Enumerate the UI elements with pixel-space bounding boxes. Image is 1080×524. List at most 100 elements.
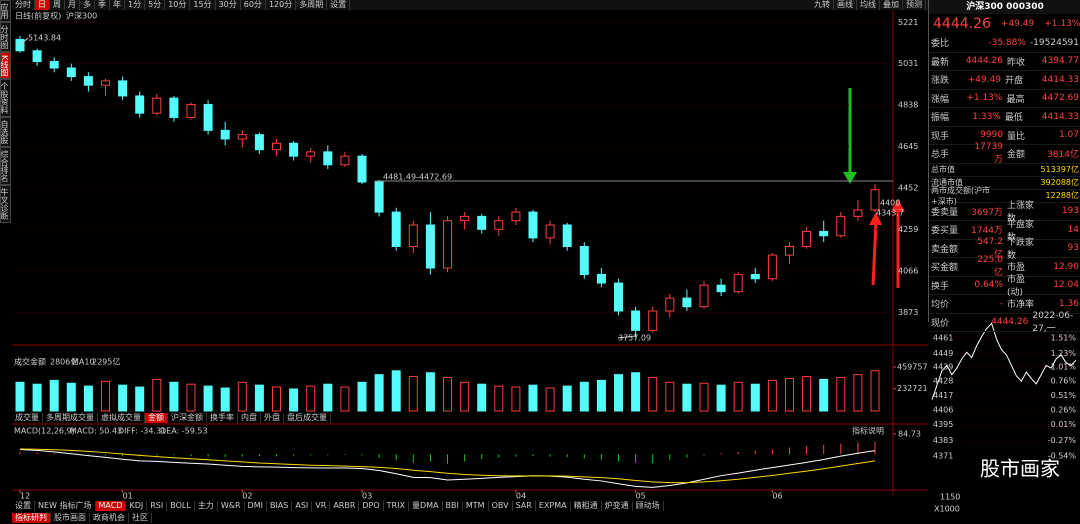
tab[interactable]: BBI (443, 501, 463, 511)
y-tick-label: 5221 (898, 18, 918, 27)
tab[interactable]: 内盘 (238, 413, 261, 423)
candle-body (49, 61, 59, 69)
tab[interactable]: 季 (95, 0, 110, 10)
tab[interactable]: 主力 (195, 501, 218, 511)
tab[interactable]: 120分 (266, 0, 297, 10)
volume-bar (819, 378, 829, 412)
candle-body (152, 97, 162, 114)
tab[interactable]: 自选股 (0, 117, 11, 148)
tab[interactable]: 精粗通 (571, 501, 602, 511)
y-tick-label: 4066 (898, 267, 918, 276)
arrow-head (843, 172, 857, 184)
tab[interactable]: 社区 (129, 513, 152, 523)
tab[interactable]: 政商机会 (90, 513, 129, 523)
tab[interactable]: 设置 (327, 0, 351, 10)
tab[interactable]: 均线 (857, 0, 880, 10)
y-tick-label: 5031 (898, 59, 918, 68)
volume-bar (323, 383, 333, 412)
tab[interactable]: W&R (218, 501, 245, 511)
tab[interactable]: 综合排名 (0, 147, 11, 186)
tab[interactable]: 盘后成交量 (284, 413, 331, 423)
tab[interactable]: 15分 (190, 0, 216, 10)
quote-cell: 买金额 (931, 263, 959, 274)
y-tick-label: 0.76% (1051, 377, 1077, 386)
chart-title: 日线(前复权) (15, 11, 61, 21)
tab[interactable]: 日 (35, 0, 50, 10)
tab[interactable]: K线图 (0, 52, 11, 80)
tab[interactable]: 周 (50, 0, 65, 10)
tab[interactable]: 5分 (145, 0, 166, 10)
vol-label: 1150 (940, 493, 960, 502)
tab[interactable]: DMI (245, 501, 267, 511)
tab[interactable]: 虚拟成交量 (98, 413, 145, 423)
volume-bar (237, 381, 247, 412)
tab[interactable]: 多周期成交量 (43, 413, 98, 423)
tab[interactable]: EXPMA (536, 501, 571, 511)
x-tick-label: 05 (636, 492, 646, 501)
candle-body (186, 104, 196, 118)
tab[interactable]: 60分 (241, 0, 266, 10)
volume-bar (665, 381, 675, 412)
candle-body (494, 220, 504, 230)
tab[interactable]: 多周期 (296, 0, 328, 10)
volume-bar (254, 384, 264, 412)
arrow-head (869, 212, 882, 225)
tab[interactable]: 量DMA (409, 501, 443, 511)
y-tick-label: -0.27% (1048, 436, 1077, 445)
quote-cell: 最高 (1006, 94, 1025, 105)
quote-pct: +1.13% (1044, 19, 1080, 29)
tab[interactable]: KDJ (126, 501, 148, 511)
quote-cell: 昨收 (1007, 57, 1026, 68)
tab[interactable]: 牛叉诊断 (0, 185, 11, 224)
tab[interactable]: 九转 (811, 0, 834, 10)
tab[interactable]: 股市画面 (51, 513, 90, 523)
tab[interactable]: OBV (489, 501, 513, 511)
tab[interactable]: RSI (147, 501, 168, 511)
tab[interactable]: VR (312, 501, 331, 511)
tab[interactable]: 多 (80, 0, 95, 10)
y-tick-label: 4417 (933, 391, 953, 400)
y-tick-label: -0.54% (1048, 452, 1077, 461)
tab[interactable]: 个股资料 (0, 79, 11, 118)
tab[interactable]: 顾动场 (633, 501, 664, 511)
candle-body (853, 209, 863, 217)
tab[interactable]: SAR (513, 501, 536, 511)
quote-cell: 委卖量 (931, 207, 959, 218)
candle-body (767, 254, 777, 280)
tab[interactable]: 30分 (216, 0, 241, 10)
tab[interactable]: 叠加 (880, 0, 903, 10)
tab[interactable]: ASI (292, 501, 313, 511)
tab[interactable]: 成交量 (12, 413, 43, 423)
quote-row: 两市成交额(沪市+深市) 12288亿 (929, 186, 1080, 206)
tab[interactable]: 画线 (834, 0, 857, 10)
tab[interactable]: 月 (65, 0, 80, 10)
candle-body (135, 95, 145, 114)
tab[interactable]: TRIX (384, 501, 409, 511)
tab[interactable]: 10分 (165, 0, 191, 10)
tab[interactable]: NEW 指标广场 (35, 501, 96, 511)
tab[interactable]: 炉变通 (602, 501, 633, 511)
tab[interactable]: 设置 (12, 501, 35, 511)
tab[interactable]: 预测 (903, 0, 926, 10)
tab[interactable]: MACD (95, 501, 127, 511)
tab[interactable]: ARBR (330, 501, 360, 511)
sidebar: 应用 分时图 K线图 个股资料 自选股 综合排名 牛叉诊断 (0, 0, 11, 224)
tab[interactable]: 指标研判 (12, 513, 51, 523)
tab[interactable]: 1分 (125, 0, 146, 10)
tab[interactable]: BOLL (167, 501, 195, 511)
macd-line (19, 448, 876, 488)
tab[interactable]: 应用 (0, 0, 11, 22)
tab[interactable]: MTM (463, 501, 489, 511)
tab[interactable]: 换手率 (207, 413, 238, 423)
tab[interactable]: 分时图 (0, 22, 11, 52)
tab[interactable]: DPO (359, 501, 384, 511)
tab[interactable]: BIAS (267, 501, 293, 511)
volume-bar (32, 383, 42, 412)
tab[interactable]: 年 (110, 0, 125, 10)
tab[interactable]: 分时 (12, 0, 35, 10)
tab[interactable]: 外盘 (261, 413, 284, 423)
tab[interactable]: 沪深金额 (168, 413, 207, 423)
volume-bar (357, 381, 367, 412)
candle-body (716, 284, 726, 293)
tab[interactable]: 金额 (145, 413, 168, 423)
